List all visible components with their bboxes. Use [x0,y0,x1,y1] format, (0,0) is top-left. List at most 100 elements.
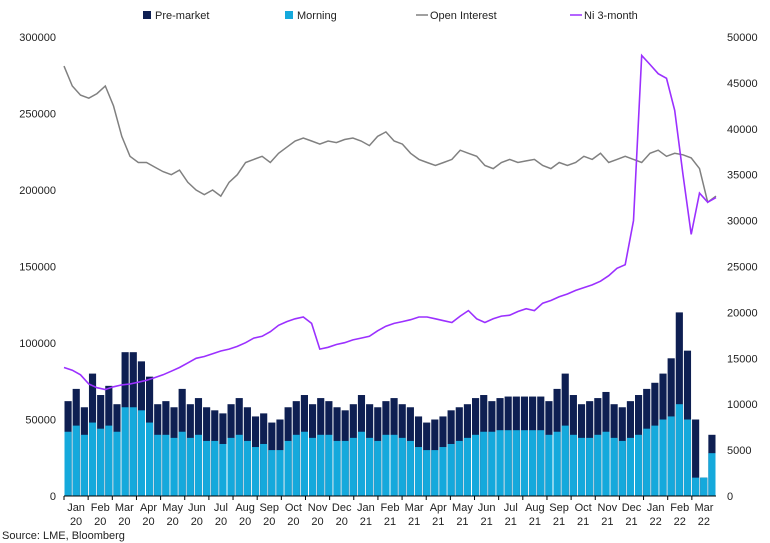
x-axis-tick-label-year: 21 [480,516,492,528]
morning-bar [659,419,667,496]
x-axis-tick-label-year: 21 [384,516,396,528]
x-axis-tick-label-year: 20 [167,516,179,528]
morning-bar [594,434,602,496]
x-axis-tick-label-year: 20 [287,516,299,528]
morning-bar [292,434,300,496]
ni-3-month-line [63,53,717,391]
morning-bar [341,440,349,496]
morning-bar [129,407,137,496]
left-axis: 0 50000 100000 150000 200000 250000 300000 [19,32,56,503]
x-axis-tick-label-year: 20 [191,516,203,528]
morning-bar [121,407,129,496]
x-axis-tick-label-year: 20 [118,516,130,528]
morning-bars [64,404,716,496]
premarket-bars [64,312,716,496]
morning-bar [276,450,284,496]
x-axis-tick-label-year: 20 [311,516,323,528]
morning-bar [504,430,512,496]
x-axis-tick-label-month: Aug [525,502,545,514]
legend-swatch [285,11,293,19]
morning-bar [178,431,186,496]
morning-bar [414,447,423,496]
x-axis-tick-label-year: 21 [577,516,589,528]
x-axis-tick-label-month: Aug [235,502,255,514]
x-axis: Jan 20 Feb 20 Mar 20 Apr 20 May 20 Jun 20 Jul 20 Aug 20… [63,496,714,528]
morning-bar [333,440,341,496]
legend-swatch [143,11,151,19]
x-axis-tick-label-month: Mar [115,502,134,514]
morning-bar [569,434,577,496]
right-axis-tick-label: 0 [727,491,733,503]
x-axis-tick-label-month: Mar [405,502,424,514]
x-axis-tick-label-month: Jan [357,502,375,514]
morning-bar [447,443,455,496]
x-axis-tick-label-month: May [452,502,473,514]
x-axis-tick-label-month: Jul [504,502,518,514]
morning-bar [545,434,553,496]
legend-label: Open Interest [430,10,497,22]
x-axis-tick-label-month: Jan [647,502,665,514]
morning-bar [561,425,569,496]
morning-bar [300,431,308,496]
morning-bar [602,431,610,496]
right-axis-tick-label: 5000 [727,445,751,457]
morning-bar [186,437,194,496]
morning-bar [626,437,634,496]
morning-bar [88,422,97,496]
morning-bar [170,437,178,496]
morning-bar [325,434,333,496]
right-axis-tick-label: 45000 [727,78,758,90]
morning-bar [154,434,162,496]
morning-bar [496,430,504,496]
morning-bar [227,437,235,496]
x-axis-tick-label-year: 21 [625,516,637,528]
morning-bar [105,425,113,496]
x-axis-tick-label-year: 20 [336,516,348,528]
x-axis-tick-label-month: Nov [598,502,618,514]
x-axis-tick-label-year: 21 [601,516,613,528]
morning-bar [398,437,406,496]
morning-bar [700,477,708,496]
x-axis-tick-label-month: Oct [575,502,592,514]
morning-bar [374,440,382,496]
morning-bar [251,447,260,496]
morning-bar [708,453,716,496]
morning-bar [683,419,692,496]
x-axis-tick-label-month: Mar [694,502,713,514]
x-axis-tick-label-year: 21 [360,516,372,528]
morning-bar [146,422,154,496]
x-axis-tick-label-year: 21 [553,516,565,528]
x-axis-tick-label-year: 20 [70,516,82,528]
x-axis-tick-label-month: Apr [140,502,157,514]
x-axis-tick-label-year: 20 [239,516,251,528]
morning-bar [512,430,520,496]
morning-bar [463,437,471,496]
x-axis-tick-label-month: Jan [67,502,85,514]
morning-bar [577,437,586,496]
x-axis-tick-label-month: Jul [214,502,228,514]
morning-bar [488,431,496,496]
premarket-bar [692,419,700,496]
left-axis-tick-label: 200000 [19,185,56,197]
morning-bar [439,447,447,496]
morning-bar [692,477,700,496]
right-axis-tick-label: 35000 [727,170,758,182]
x-axis-tick-label-month: Feb [670,502,689,514]
left-axis-tick-label: 50000 [25,415,56,427]
right-axis-tick-label: 40000 [727,124,758,136]
x-axis-tick-label-year: 22 [650,516,662,528]
morning-bar [317,434,325,496]
legend: Pre-market Morning Open Interest Ni 3-month [143,10,638,22]
morning-bar [610,437,618,496]
morning-bar [80,434,88,496]
x-axis-tick-label-month: May [162,502,183,514]
x-axis-tick-label-year: 21 [505,516,517,528]
morning-bar [431,450,439,496]
source-note: Source: LME, Bloomberg [2,530,125,542]
morning-bar [284,440,292,496]
right-axis-tick-label: 50000 [727,32,758,44]
right-axis-tick-label: 25000 [727,262,758,274]
morning-bar [211,440,219,496]
x-axis-tick-label-year: 22 [674,516,686,528]
